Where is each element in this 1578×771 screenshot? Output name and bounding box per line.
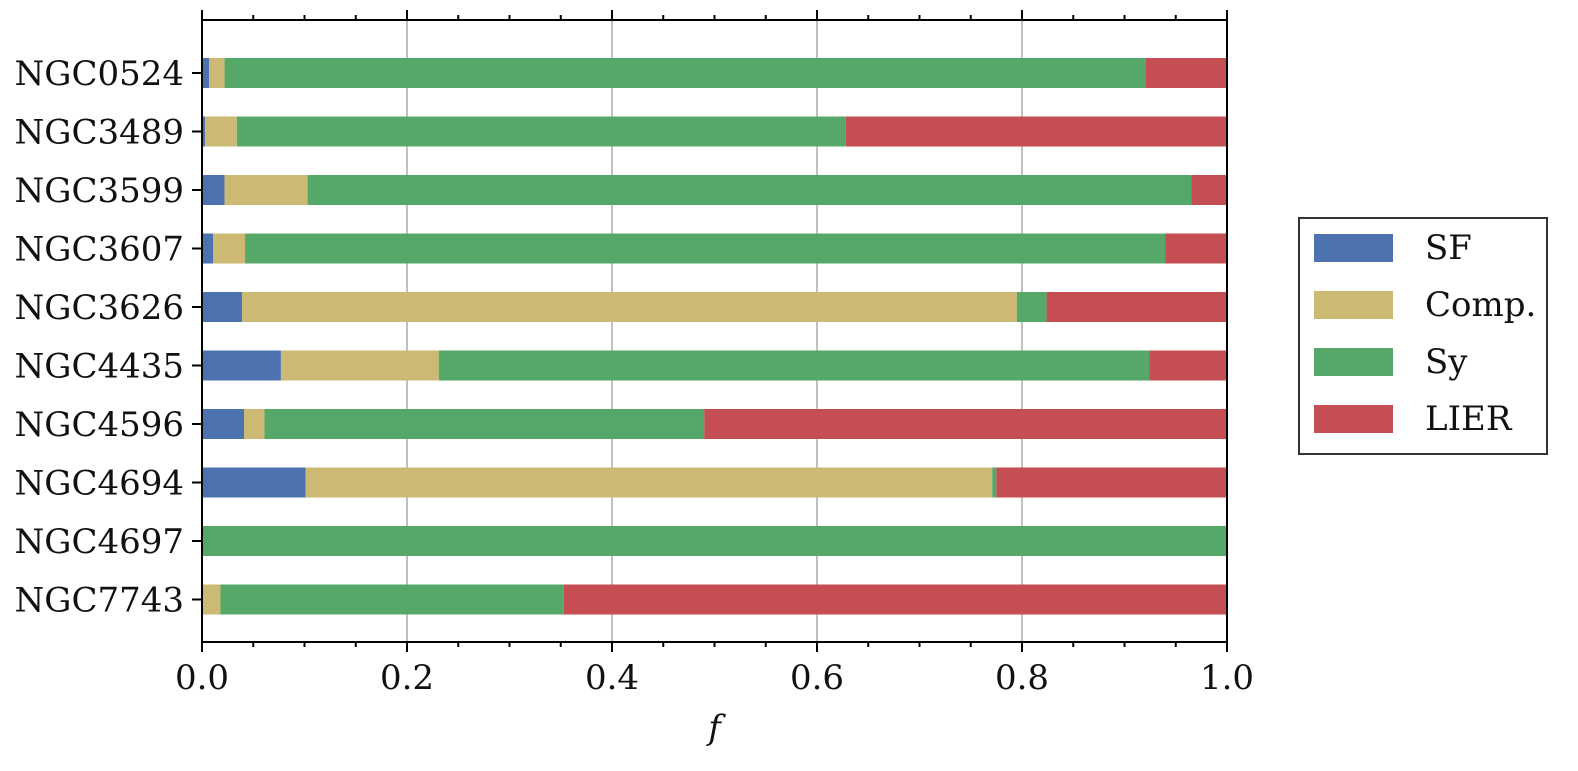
legend-swatch: [1314, 405, 1393, 433]
y-tick-labels: NGC0524 NGC3489 NGC3599 NGC3607 NGC3626 NGC44…: [15, 54, 184, 621]
bar-segment: [202, 467, 306, 498]
bar-segment: [1046, 292, 1227, 322]
y-tick-label: NGC3607: [15, 230, 184, 270]
bar-segment: [563, 584, 1227, 615]
bar-segment: [213, 233, 246, 264]
bar-segment: [202, 526, 1227, 556]
x-tick-label: 0.8: [995, 658, 1049, 698]
bar-segment: [1149, 350, 1227, 381]
y-tick-label: NGC4697: [15, 522, 184, 562]
y-tick-label: NGC4596: [15, 405, 184, 445]
bar-segment: [202, 409, 245, 439]
x-tick-label: 1.0: [1200, 658, 1254, 698]
bar-segment: [220, 584, 564, 615]
bar-segment: [202, 292, 242, 322]
bar-segment: [307, 175, 1192, 205]
x-tick-labels: 0.0 0.2 0.4 0.6 0.8 1.0: [175, 658, 1254, 698]
y-tick-label: NGC3626: [15, 288, 184, 328]
bar-segment: [438, 350, 1150, 381]
bar-segment: [280, 350, 439, 381]
bar-segment: [202, 233, 214, 264]
bar-segment: [1191, 175, 1227, 205]
bar-segment: [202, 116, 206, 147]
legend-swatch: [1314, 348, 1393, 376]
bar-segment: [1016, 292, 1047, 322]
bar-segment: [209, 58, 225, 88]
bar-segment: [845, 116, 1227, 147]
bar-segment: [202, 584, 221, 615]
y-tick-label: NGC7743: [15, 581, 184, 621]
y-tick-label: NGC4435: [15, 347, 184, 387]
bar-segment: [1165, 233, 1227, 264]
bars: [202, 58, 1227, 615]
legend-swatch: [1314, 234, 1393, 262]
bar-segment: [241, 292, 1017, 322]
bar-segment: [264, 409, 705, 439]
bar-segment: [205, 116, 237, 147]
bar-segment: [224, 175, 308, 205]
bar-segment: [992, 467, 997, 498]
y-tick-label: NGC3489: [15, 113, 184, 153]
bar-segment: [244, 409, 265, 439]
x-axis-label: f: [705, 708, 726, 748]
legend-label: LIER: [1425, 399, 1513, 439]
bar-segment: [224, 58, 1147, 88]
legend-swatch: [1314, 291, 1393, 319]
y-tick-label: NGC0524: [15, 54, 184, 94]
y-tick-label: NGC4694: [15, 464, 184, 504]
bar-segment: [236, 116, 846, 147]
x-tick-label: 0.6: [790, 658, 844, 698]
x-tick-label: 0.4: [585, 658, 639, 698]
x-tick-label: 0.0: [175, 658, 229, 698]
legend: SF Comp. Sy LIER: [1298, 217, 1548, 455]
bar-segment: [305, 467, 993, 498]
legend-label: Sy: [1425, 342, 1468, 382]
x-tick-label: 0.2: [380, 658, 434, 698]
legend-label: Comp.: [1425, 285, 1536, 325]
axis-ticks: [192, 10, 1228, 652]
bar-segment: [202, 350, 281, 381]
bar-segment: [996, 467, 1227, 498]
bar-segment: [202, 58, 210, 88]
legend-items: SF Comp. Sy LIER: [1314, 228, 1536, 439]
bar-segment: [202, 175, 225, 205]
bar-segment: [704, 409, 1227, 439]
legend-label: SF: [1425, 228, 1472, 268]
y-tick-label: NGC3599: [15, 171, 184, 211]
bar-segment: [1146, 58, 1227, 88]
bar-segment: [245, 233, 1166, 264]
